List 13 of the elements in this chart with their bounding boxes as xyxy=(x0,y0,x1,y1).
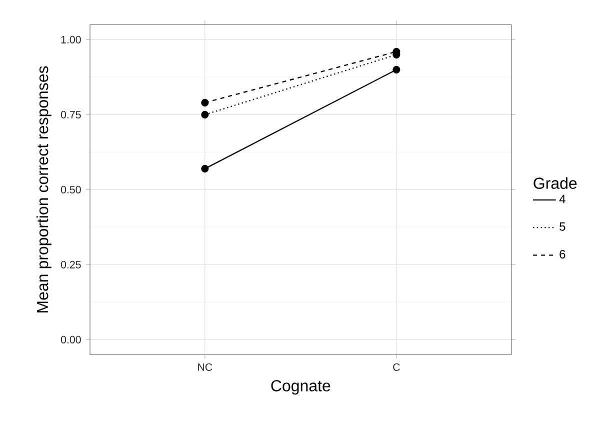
y-tick-label: 1.00 xyxy=(61,36,81,44)
x-tick-label: NC xyxy=(198,363,212,371)
x-tick-label: C xyxy=(393,363,400,371)
y-tick-label: 0.25 xyxy=(60,260,81,268)
legend-title: Grade xyxy=(534,177,577,189)
legend-label: 6 xyxy=(560,250,566,259)
y-tick-label: 0.50 xyxy=(60,186,81,194)
y-tick-label: 0.00 xyxy=(60,336,81,344)
legend-label: 5 xyxy=(560,222,566,231)
y-axis-title: Mean proportion correct responses xyxy=(36,66,52,312)
x-axis-title: Cognate xyxy=(271,380,330,395)
legend-label: 4 xyxy=(559,194,566,204)
y-tick-label: 0.75 xyxy=(60,110,81,118)
